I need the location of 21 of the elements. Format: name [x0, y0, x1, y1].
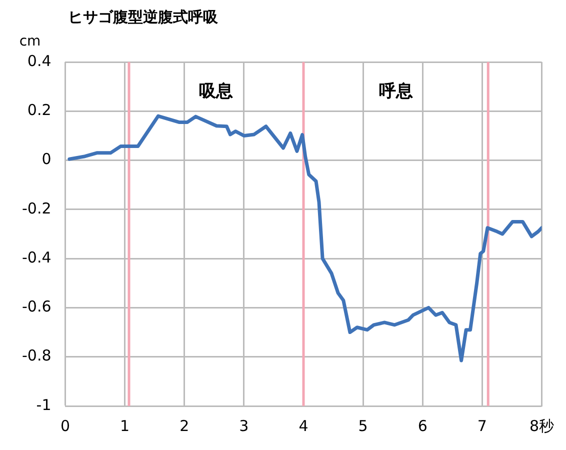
x-tick-label: 6: [418, 416, 428, 435]
annotation: 吸息: [199, 81, 234, 102]
y-tick-label: -0.6: [22, 298, 52, 316]
x-tick-label: 5: [358, 416, 368, 435]
y-tick-label: 0.2: [27, 101, 52, 120]
x-tick-label: 3: [239, 416, 249, 435]
x-tick-label: 2: [180, 416, 190, 435]
chart-title: ヒサゴ腹型逆腹式呼吸: [68, 8, 219, 26]
y-tick-label: 0.4: [27, 52, 52, 70]
y-tick-label: -1: [36, 396, 52, 414]
y-tick-label: -0.2: [22, 199, 52, 218]
y-axis-title: cm: [19, 34, 41, 50]
y-tick-label: 0: [42, 150, 52, 168]
x-tick-label: 1: [120, 416, 130, 435]
x-tick-label: 0: [60, 416, 70, 435]
x-tick-label: 8秒: [529, 416, 554, 435]
x-tick-label: 4: [298, 416, 308, 435]
x-tick-label: 7: [477, 416, 487, 435]
y-tick-label: -0.4: [22, 248, 52, 266]
annotation: 呼息: [378, 81, 413, 102]
y-tick-label: -0.8: [22, 346, 52, 365]
